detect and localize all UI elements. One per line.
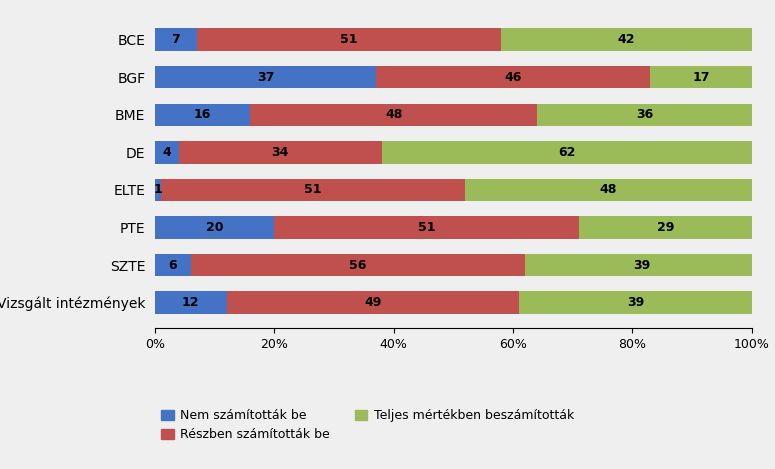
Text: 56: 56	[350, 258, 367, 272]
Bar	[525, 254, 758, 276]
Bar	[179, 141, 382, 164]
Bar	[519, 291, 752, 314]
Bar	[197, 28, 501, 51]
Bar	[155, 291, 226, 314]
Text: 51: 51	[340, 33, 358, 46]
Bar	[274, 216, 579, 239]
Bar	[155, 66, 376, 89]
Text: 48: 48	[385, 108, 402, 121]
Bar	[501, 28, 752, 51]
Bar	[155, 216, 274, 239]
Text: 51: 51	[305, 183, 322, 197]
Text: 48: 48	[600, 183, 617, 197]
Bar	[650, 66, 752, 89]
Bar	[382, 141, 752, 164]
Bar	[579, 216, 752, 239]
Text: 20: 20	[206, 221, 223, 234]
Text: 6: 6	[169, 258, 177, 272]
Bar	[250, 104, 537, 126]
Text: 39: 39	[632, 258, 650, 272]
Text: 4: 4	[163, 146, 171, 159]
Legend: Nem számították be, Részben számították be, Teljes mértékben beszámították: Nem számították be, Részben számították …	[161, 409, 574, 441]
Text: 62: 62	[558, 146, 576, 159]
Text: 1: 1	[153, 183, 162, 197]
Text: 36: 36	[636, 108, 653, 121]
Bar	[465, 179, 752, 201]
Text: 29: 29	[656, 221, 674, 234]
Text: 46: 46	[505, 71, 522, 84]
Text: 37: 37	[257, 71, 274, 84]
Text: 12: 12	[182, 296, 199, 309]
Text: 34: 34	[271, 146, 289, 159]
Bar	[191, 254, 525, 276]
Text: 7: 7	[171, 33, 181, 46]
Bar	[155, 28, 197, 51]
Bar	[155, 141, 179, 164]
Bar	[155, 254, 191, 276]
Text: 51: 51	[418, 221, 436, 234]
Bar	[155, 179, 161, 201]
Bar	[155, 104, 250, 126]
Text: 42: 42	[618, 33, 636, 46]
Text: 39: 39	[627, 296, 644, 309]
Text: 16: 16	[194, 108, 212, 121]
Bar	[376, 66, 650, 89]
Text: 17: 17	[692, 71, 710, 84]
Bar	[161, 179, 465, 201]
Text: 49: 49	[364, 296, 381, 309]
Bar	[226, 291, 519, 314]
Bar	[537, 104, 752, 126]
